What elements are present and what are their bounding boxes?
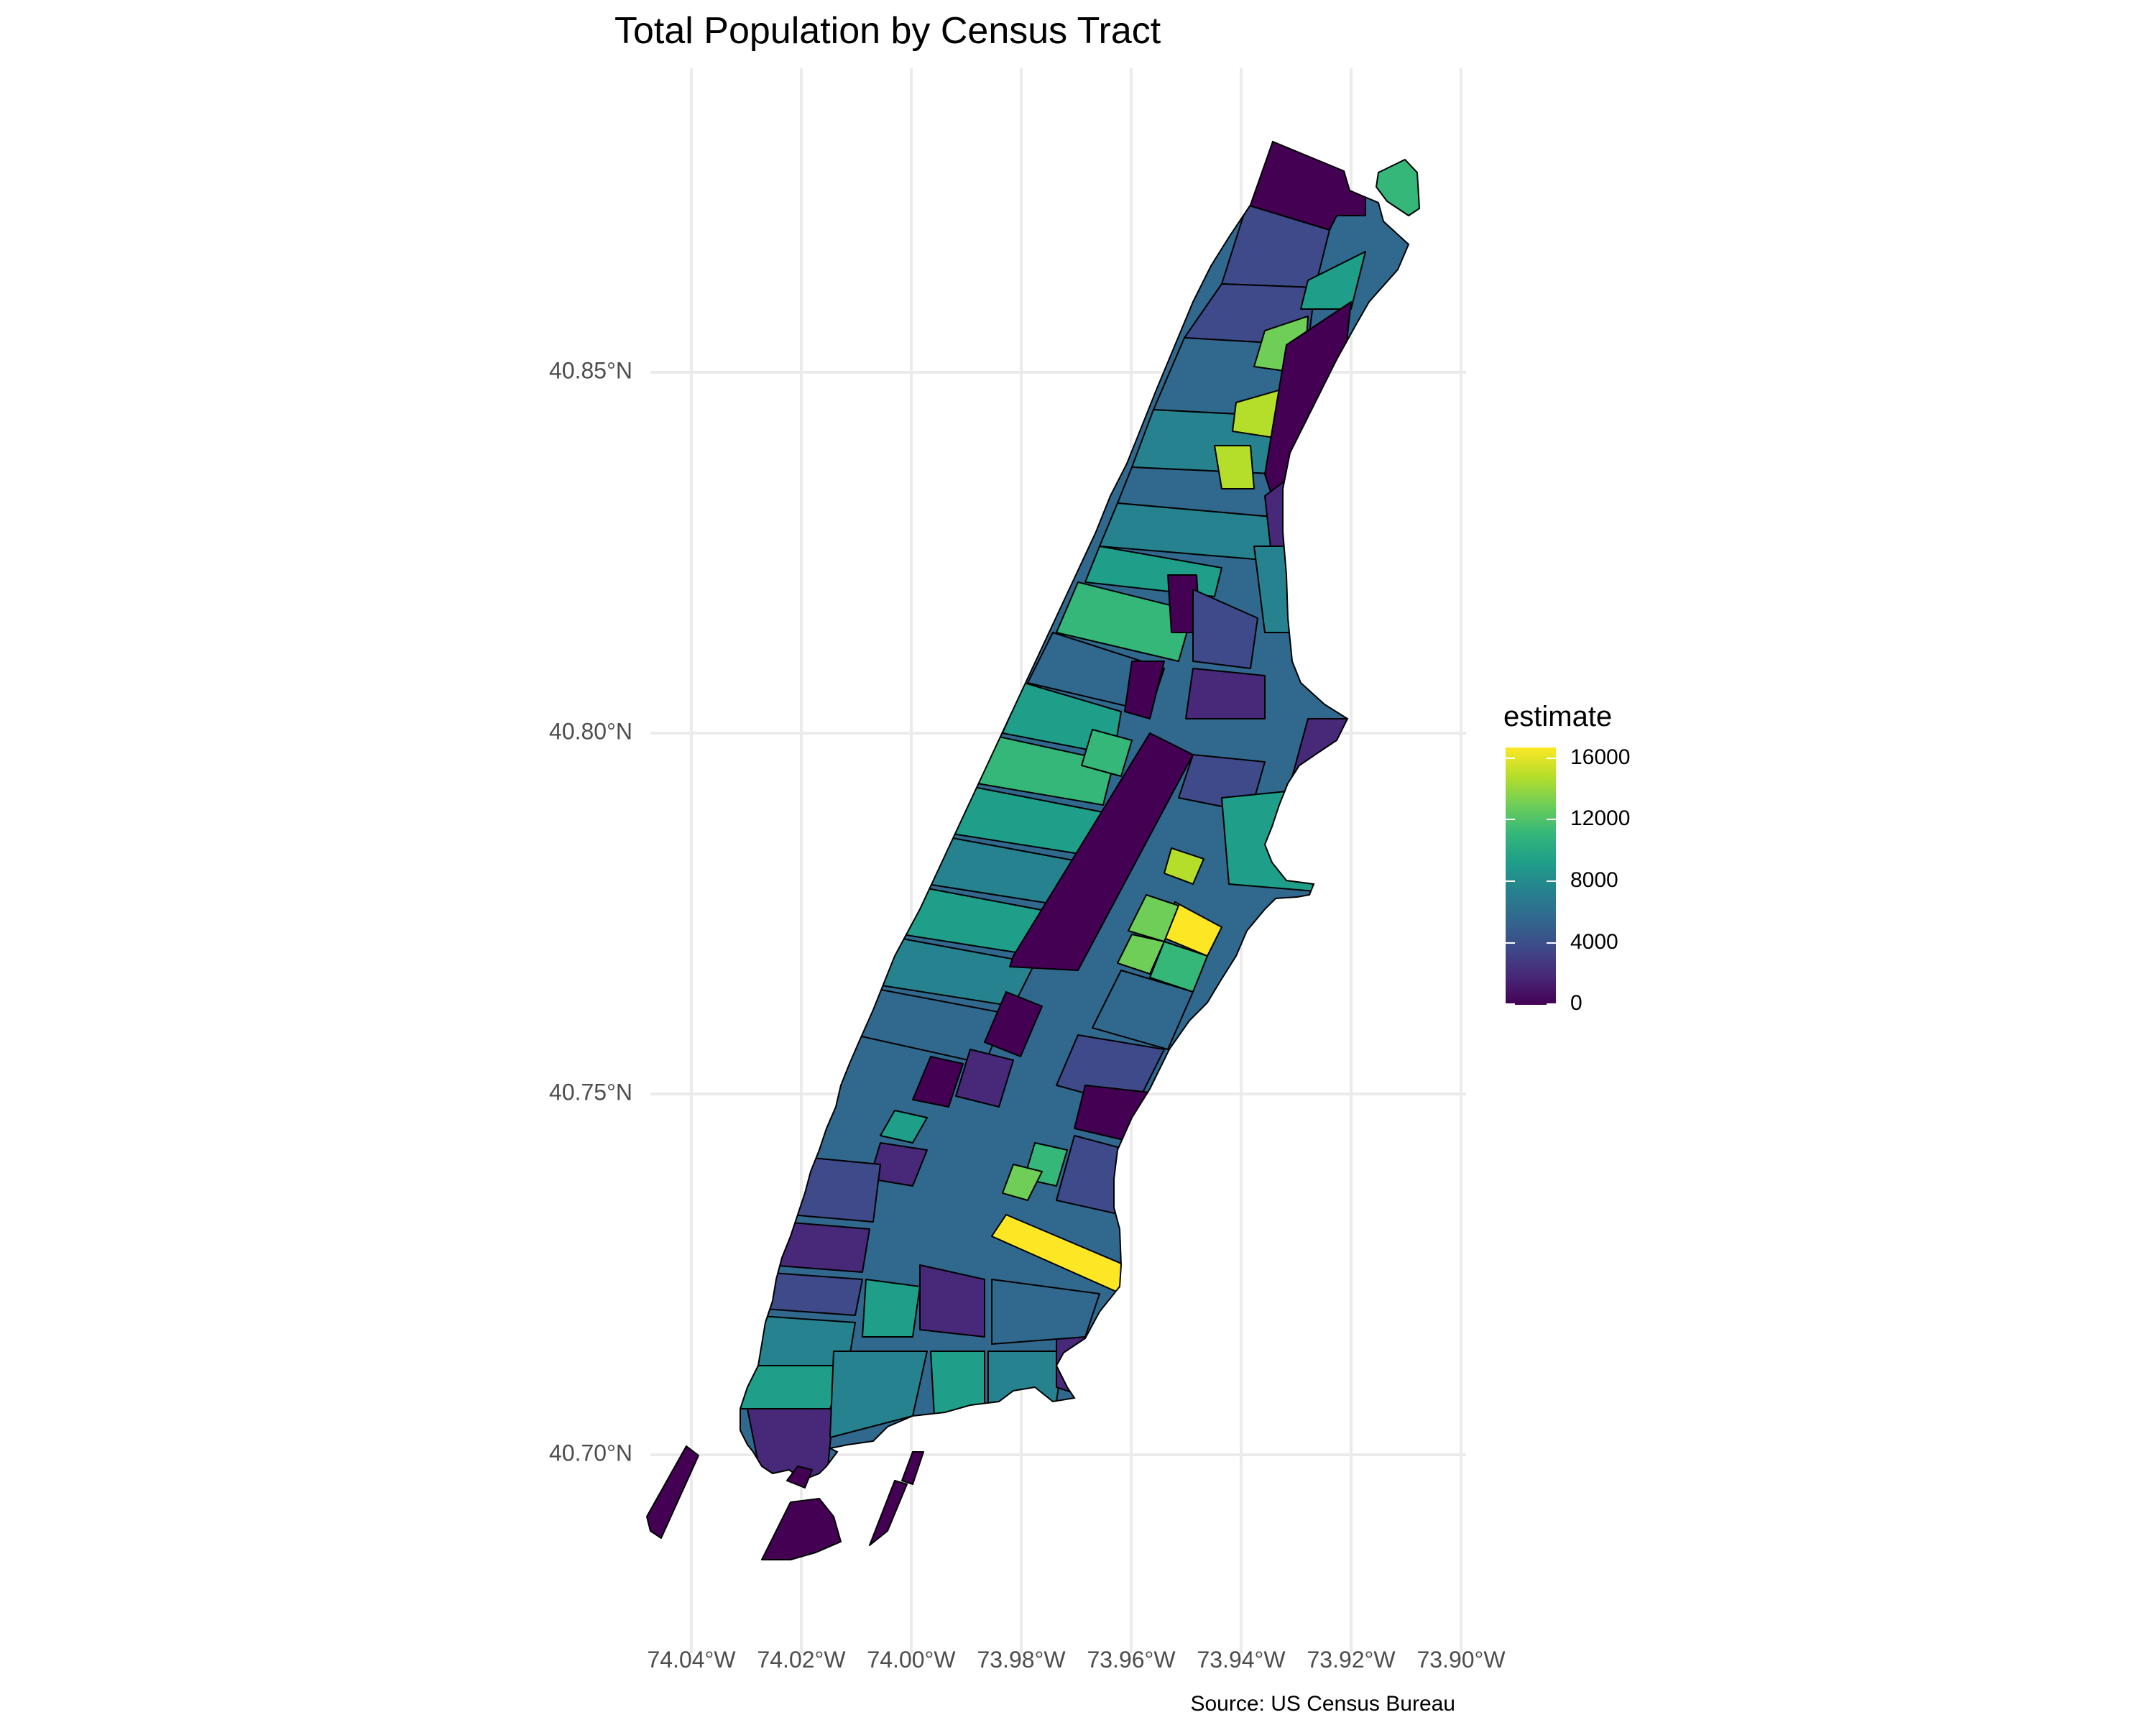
tract (984, 991, 1043, 1057)
x-axis: 74.04°W 74.02°W 74.00°W 73.98°W 73.96°W … (647, 1647, 1506, 1673)
tract (1286, 718, 1409, 856)
manhattan-outline (740, 140, 1410, 1481)
tract (1221, 790, 1316, 892)
legend-label: 16000 (1570, 745, 1630, 769)
tract (1009, 732, 1194, 971)
tract (646, 1445, 699, 1539)
x-tick-label: 73.90°W (1416, 1647, 1506, 1673)
tract (862, 1279, 921, 1338)
tract (955, 1049, 1014, 1108)
tract (919, 1264, 985, 1338)
tract (1300, 251, 1366, 310)
legend-label: 0 (1570, 991, 1583, 1015)
tract (1117, 934, 1165, 975)
tract (987, 1351, 1064, 1409)
tract (1056, 1336, 1086, 1395)
tract (1185, 668, 1266, 719)
tract (1164, 847, 1204, 885)
tract (1124, 661, 1165, 719)
tract (754, 1271, 863, 1316)
y-tick-label: 40.70°N (549, 1440, 632, 1466)
chart-title: Total Population by Census Tract (614, 10, 1161, 52)
tract (790, 1156, 881, 1223)
tract (1002, 1164, 1043, 1201)
manhattan-tracts (646, 140, 1420, 1560)
tract (880, 1110, 928, 1144)
legend-ticks (1506, 758, 1556, 1005)
y-axis: 40.85°N 40.80°N 40.75°N 40.70°N (549, 357, 632, 1466)
tract (869, 1480, 908, 1546)
tract (1376, 159, 1420, 216)
x-tick-label: 73.98°W (977, 1647, 1066, 1673)
x-tick-label: 73.96°W (1087, 1647, 1176, 1673)
tract (1214, 445, 1255, 489)
legend-label: 4000 (1570, 930, 1618, 954)
tract (740, 1365, 845, 1409)
legend: estimate 16000 12000 8000 4000 0 (1503, 701, 1630, 1015)
tract (930, 1351, 985, 1417)
y-tick-label: 40.85°N (549, 357, 632, 383)
tract (1081, 729, 1133, 777)
y-tick-label: 40.75°N (549, 1079, 632, 1105)
source-caption: Source: US Census Bureau (1190, 1692, 1455, 1716)
legend-colorbar (1506, 748, 1556, 1005)
x-tick-label: 73.94°W (1197, 1647, 1286, 1673)
legend-title: estimate (1503, 701, 1612, 732)
tract (1092, 970, 1194, 1050)
tract (901, 1451, 924, 1485)
x-tick-label: 73.92°W (1307, 1647, 1396, 1673)
legend-label: 8000 (1570, 868, 1618, 892)
tract (912, 1056, 964, 1108)
tract (747, 1408, 834, 1479)
legend-label: 12000 (1570, 806, 1630, 830)
x-tick-label: 74.02°W (757, 1647, 846, 1673)
tract (768, 1221, 870, 1273)
tract (1192, 589, 1258, 669)
tract (761, 1498, 842, 1560)
x-tick-label: 74.04°W (647, 1647, 736, 1673)
tract (1056, 581, 1194, 662)
x-tick-label: 74.00°W (867, 1647, 956, 1673)
tract (786, 1466, 813, 1489)
y-tick-label: 40.80°N (549, 718, 632, 744)
